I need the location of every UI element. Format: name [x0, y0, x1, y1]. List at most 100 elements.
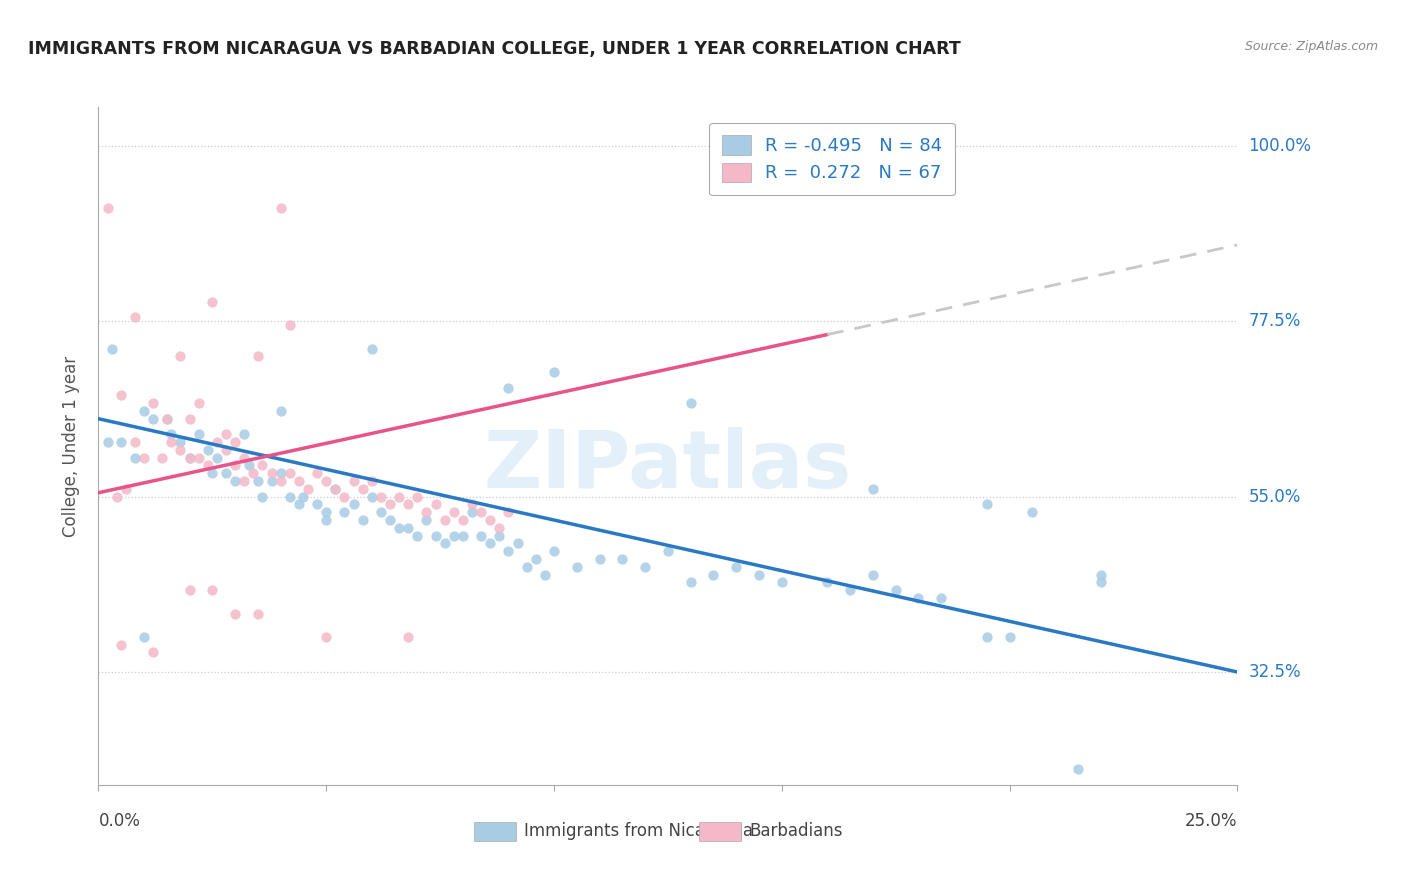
Point [179, 583, 201, 598]
Point [406, 490, 429, 504]
Point [1090, 575, 1112, 590]
Point [270, 202, 292, 216]
Point [588, 552, 610, 566]
Point [360, 490, 382, 504]
Text: Barbadians: Barbadians [749, 822, 844, 840]
Point [433, 536, 456, 550]
Point [233, 427, 256, 442]
Point [612, 552, 634, 566]
Point [260, 474, 283, 488]
Point [470, 505, 492, 519]
Text: 55.0%: 55.0% [1249, 488, 1301, 506]
Point [124, 450, 146, 465]
Point [543, 544, 565, 558]
Point [205, 450, 228, 465]
Point [425, 498, 447, 512]
Point [246, 350, 269, 364]
Point [498, 544, 520, 558]
Point [323, 482, 346, 496]
Point [679, 575, 702, 590]
Point [451, 528, 474, 542]
Point [156, 411, 179, 425]
Point [215, 442, 238, 457]
Point [197, 458, 219, 473]
Point [976, 630, 998, 644]
Point [224, 458, 246, 473]
Point [110, 388, 132, 402]
Point [156, 411, 179, 425]
Point [132, 404, 155, 418]
Point [396, 521, 419, 535]
Point [907, 591, 929, 605]
Point [976, 498, 998, 512]
Point [101, 342, 124, 356]
Point [534, 567, 557, 582]
Point [770, 575, 793, 590]
Point [215, 467, 238, 481]
Point [406, 528, 429, 542]
Point [315, 474, 337, 488]
Point [224, 435, 246, 450]
Text: 0.0%: 0.0% [98, 812, 141, 830]
Point [124, 435, 146, 450]
Point [342, 498, 364, 512]
Point [461, 505, 484, 519]
Point [488, 521, 510, 535]
Point [388, 521, 411, 535]
Point [110, 435, 132, 450]
Point [160, 435, 183, 450]
Y-axis label: College, Under 1 year: College, Under 1 year [62, 355, 80, 537]
Legend: R = -0.495   N = 84, R =  0.272   N = 67: R = -0.495 N = 84, R = 0.272 N = 67 [709, 123, 955, 195]
Point [451, 513, 474, 527]
Point [179, 450, 201, 465]
Point [323, 482, 346, 496]
Point [96, 202, 118, 216]
Point [461, 498, 484, 512]
Point [242, 467, 264, 481]
Point [1021, 505, 1043, 519]
Point [396, 498, 419, 512]
Point [201, 467, 224, 481]
Point [862, 482, 884, 496]
Point [998, 630, 1021, 644]
Point [197, 442, 219, 457]
Point [270, 474, 292, 488]
Point [378, 498, 401, 512]
Point [169, 350, 191, 364]
Point [370, 490, 392, 504]
Point [884, 583, 907, 598]
Point [543, 365, 565, 379]
Point [498, 505, 520, 519]
Point [360, 474, 382, 488]
Point [201, 583, 224, 598]
Text: 77.5%: 77.5% [1249, 312, 1301, 330]
Point [288, 498, 311, 512]
Point [278, 490, 301, 504]
Point [179, 411, 201, 425]
Point [160, 427, 183, 442]
Point [929, 591, 952, 605]
Point [679, 396, 702, 410]
Point [169, 435, 191, 450]
Point [224, 607, 246, 621]
Point [342, 474, 364, 488]
Point [169, 442, 191, 457]
Point [415, 505, 437, 519]
Point [307, 498, 329, 512]
Point [725, 559, 748, 574]
Point [252, 458, 274, 473]
Point [657, 544, 679, 558]
Point [132, 450, 155, 465]
Point [333, 505, 356, 519]
Point [524, 552, 547, 566]
Point [862, 567, 884, 582]
Point [315, 513, 337, 527]
Point [105, 490, 128, 504]
Point [1067, 763, 1090, 777]
Point [114, 482, 136, 496]
Point [252, 490, 274, 504]
Point [278, 467, 301, 481]
Point [565, 559, 588, 574]
Point [333, 490, 356, 504]
Point [498, 380, 520, 394]
